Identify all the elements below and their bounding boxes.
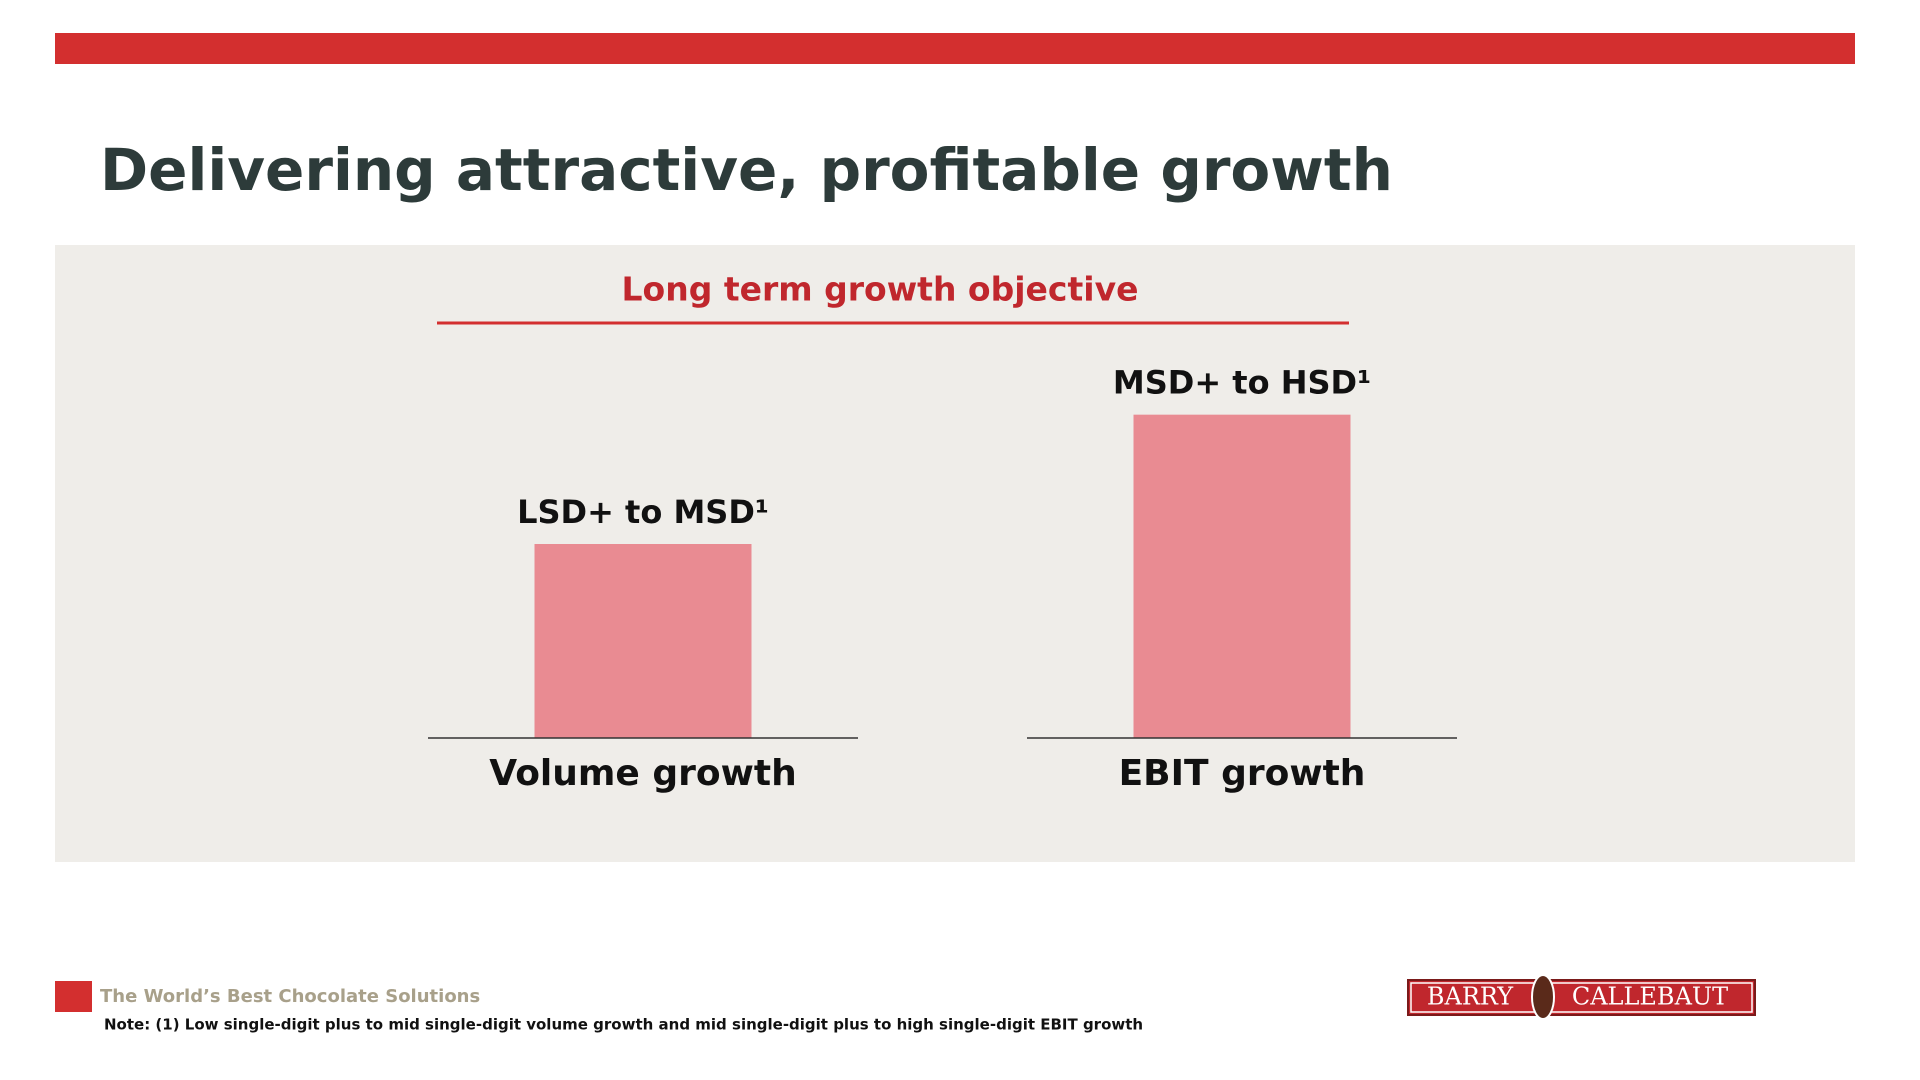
footer-square [55,981,92,1012]
footnote: Note: (1) Low single-digit plus to mid s… [104,1016,1143,1034]
slide-title: Delivering attractive, profitable growth [100,136,1393,204]
logo-word: BARRY [1427,983,1514,1011]
top-band [55,33,1855,64]
category-label: Volume growth [489,753,796,794]
category-label: EBIT growth [1119,753,1366,794]
chart-title: Long term growth objective [622,270,1139,309]
bar [534,544,752,738]
value-label: MSD+ to HSD¹ [1113,364,1371,402]
logo-word: CALLEBAUT [1572,983,1728,1011]
logo: BARRY CALLEBAUT [1407,974,1756,1020]
logo-border [1410,982,1753,1013]
value-label: LSD+ to MSD¹ [517,493,769,531]
logo-bean [1531,974,1555,1020]
bar [1133,414,1351,738]
tagline: The World’s Best Chocolate Solutions [100,986,480,1007]
panel [55,245,1855,862]
logo-box [1407,979,1756,1016]
plot: LSD+ to MSD¹ Volume growth MSD+ to HSD¹ EBI… [428,364,1457,794]
